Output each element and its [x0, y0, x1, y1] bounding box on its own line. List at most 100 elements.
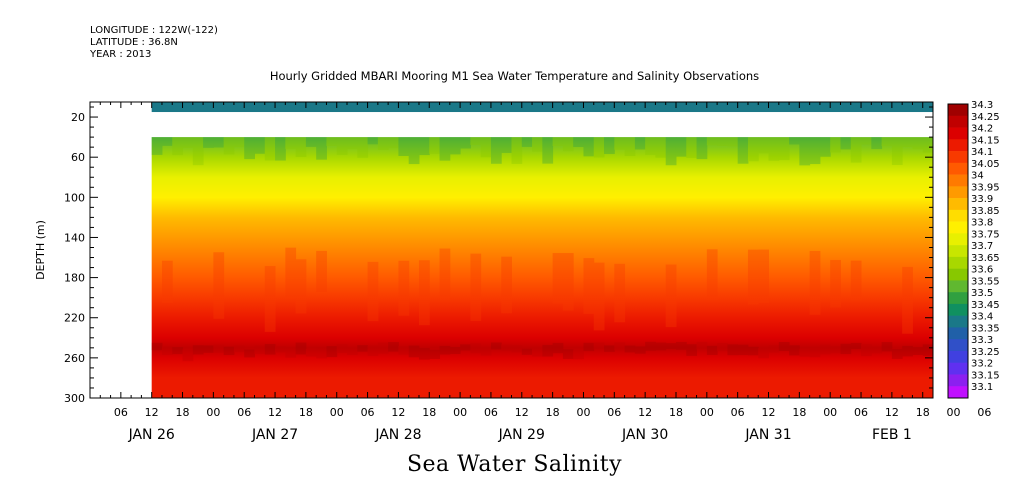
- colorbar-label: 33.4: [971, 312, 993, 323]
- variability-cell: [295, 342, 307, 355]
- variability-cell: [439, 137, 451, 161]
- colorbar-swatch: [948, 151, 968, 164]
- colorbar-label: 33.7: [971, 241, 993, 252]
- variability-cell: [367, 345, 379, 356]
- variability-cell: [192, 137, 204, 166]
- x-hour-label: 00: [700, 406, 714, 419]
- colorbar-label: 34.1: [971, 147, 993, 158]
- variability-cell: [624, 345, 636, 353]
- variability-cell: [161, 137, 173, 146]
- variability-cell: [532, 137, 543, 152]
- surface-salinity-band: [151, 102, 933, 113]
- variability-cell: [912, 137, 924, 150]
- variability-cell: [161, 260, 173, 303]
- variability-cell: [398, 346, 410, 355]
- variability-cell: [223, 346, 235, 356]
- variability-cell: [789, 137, 800, 145]
- colorbar-swatch: [948, 256, 968, 269]
- variability-cell: [665, 137, 677, 166]
- variability-cell: [562, 253, 574, 311]
- variability-cell: [789, 345, 800, 356]
- colorbar-label: 34.25: [971, 112, 1000, 123]
- variability-cell: [881, 342, 893, 352]
- variability-cell: [737, 344, 749, 356]
- variability-cell: [336, 344, 348, 353]
- x-day-label: JAN 30: [621, 427, 668, 443]
- variability-cell: [521, 137, 533, 147]
- variability-cell: [542, 344, 554, 357]
- x-hour-label: 18: [422, 406, 436, 419]
- variability-cell: [480, 348, 492, 356]
- x-hour-label: 06: [484, 406, 498, 419]
- x-hour-label: 00: [453, 406, 467, 419]
- colorbar-label: 33.8: [971, 218, 993, 229]
- variability-cell: [542, 137, 554, 164]
- variability-cell: [850, 342, 862, 349]
- variability-cell: [449, 137, 461, 155]
- variability-cell: [758, 249, 770, 304]
- colorbar-swatch: [948, 198, 968, 211]
- x-day-label: JAN 26: [128, 427, 175, 443]
- variability-cell: [511, 345, 523, 353]
- x-hour-label: 00: [330, 406, 344, 419]
- variability-cell: [747, 346, 759, 356]
- variability-cell: [861, 137, 872, 145]
- variability-cell: [778, 342, 790, 352]
- variability-cell: [645, 137, 656, 155]
- variability-cell: [706, 249, 718, 300]
- colorbar-label: 33.45: [971, 300, 1000, 311]
- variability-cell: [429, 349, 441, 359]
- header-meta: LONGITUDE : 122W(-122) LATITUDE : 36.8N …: [90, 25, 218, 61]
- x-hour-label: 12: [885, 406, 899, 419]
- y-tick-label: 300: [64, 392, 85, 405]
- x-hour-label: 06: [607, 406, 621, 419]
- colorbar-swatch: [948, 104, 968, 117]
- variability-cell: [634, 137, 646, 150]
- variability-cell: [830, 137, 841, 153]
- variability-cell: [861, 344, 872, 357]
- variability-cell: [850, 260, 862, 301]
- colorbar-swatch: [948, 386, 968, 399]
- colorbar-swatch: [948, 245, 968, 258]
- variability-cell: [418, 260, 430, 326]
- variability-cell: [347, 348, 358, 355]
- variability-cell: [604, 345, 615, 352]
- chart-title: Hourly Gridded MBARI Mooring M1 Sea Wate…: [269, 69, 760, 83]
- variability-cell: [614, 342, 626, 351]
- variability-cell: [655, 342, 667, 351]
- variability-cell: [840, 137, 852, 150]
- colorbar-label: 33.3: [971, 335, 993, 346]
- variability-cell: [583, 342, 595, 352]
- x-hour-label: 06: [731, 406, 745, 419]
- colorbar-swatch: [948, 186, 968, 199]
- variability-cell: [912, 347, 924, 355]
- variability-cell: [182, 349, 194, 362]
- variability-cell: [552, 342, 564, 354]
- variability-cell: [264, 137, 276, 161]
- variability-cell: [830, 345, 841, 354]
- colorbar-swatch: [948, 327, 968, 340]
- variability-cell: [213, 252, 225, 319]
- colorbar-swatch: [948, 127, 968, 140]
- colorbar-label: 33.5: [971, 288, 993, 299]
- variability-cell: [254, 345, 266, 355]
- latitude-label: LATITUDE : 36.8N: [90, 37, 178, 48]
- variability-cell: [408, 137, 420, 165]
- variability-cell: [768, 345, 780, 353]
- variability-cell: [727, 344, 739, 356]
- variability-cell: [377, 137, 389, 151]
- colorbar-swatch: [948, 162, 968, 175]
- variability-cell: [665, 343, 677, 350]
- variability-cell: [634, 346, 646, 354]
- colorbar-label: 33.25: [971, 347, 1000, 358]
- colorbar-swatch: [948, 362, 968, 375]
- variability-cell: [655, 137, 667, 158]
- year-label: YEAR : 2013: [90, 49, 152, 60]
- variability-cell: [264, 343, 276, 355]
- variability-cell: [809, 250, 821, 315]
- variability-cell: [871, 137, 883, 150]
- colorbar-swatch: [948, 115, 968, 128]
- colorbar-label: 33.2: [971, 359, 993, 370]
- colorbar-frame: [947, 103, 969, 399]
- variability-cell: [922, 344, 933, 356]
